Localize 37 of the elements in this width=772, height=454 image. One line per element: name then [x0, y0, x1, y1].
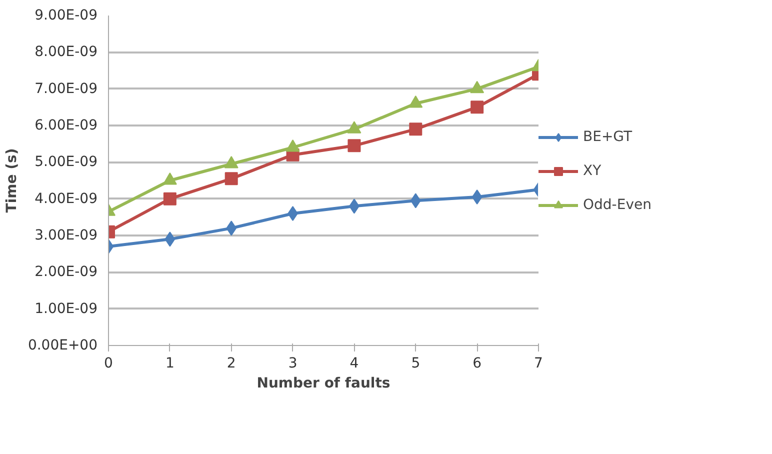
- point: [348, 139, 361, 152]
- point: [163, 192, 176, 206]
- point: [472, 190, 482, 204]
- y-tick-label: 8.00E-09: [34, 44, 98, 60]
- point: [226, 220, 237, 236]
- y-tick-label: 5.00E-09: [34, 154, 98, 170]
- legend-label: BE+GT: [583, 129, 632, 145]
- legend-label: XY: [583, 163, 602, 179]
- legend-label: Odd-Even: [583, 197, 652, 213]
- x-tick-label: 1: [165, 356, 174, 372]
- point: [347, 121, 362, 134]
- y-tick-label: 7.00E-09: [34, 80, 98, 97]
- point: [409, 122, 422, 136]
- x-tick-label: 5: [411, 356, 420, 372]
- y-tick-label: 0.00E+00: [28, 338, 98, 354]
- y-tick-label: 9.00E-09: [34, 8, 98, 24]
- point: [164, 232, 176, 247]
- point: [286, 139, 300, 152]
- x-tick-label: 0: [104, 356, 113, 372]
- x-tick-label: 6: [472, 356, 482, 372]
- point: [408, 95, 423, 108]
- y-tick-label: 6.00E-09: [34, 118, 98, 134]
- x-tick-label: 3: [288, 356, 298, 372]
- y-tick-label: 1.00E-09: [34, 300, 98, 317]
- y-tick-label: 2.00E-09: [34, 264, 98, 280]
- x-axis-title: Number of faults: [256, 376, 390, 392]
- x-tick-label: 2: [226, 356, 236, 372]
- point: [470, 100, 484, 114]
- x-tick-label: 7: [534, 356, 543, 372]
- y-axis-title: Time (s): [4, 148, 20, 213]
- point: [470, 80, 484, 94]
- point: [410, 193, 421, 208]
- x-tick-label: 4: [350, 356, 359, 372]
- y-tick-label: 4.00E-09: [34, 190, 98, 207]
- point: [224, 172, 238, 186]
- point: [288, 206, 298, 221]
- y-tick-label: 3.00E-09: [34, 228, 98, 244]
